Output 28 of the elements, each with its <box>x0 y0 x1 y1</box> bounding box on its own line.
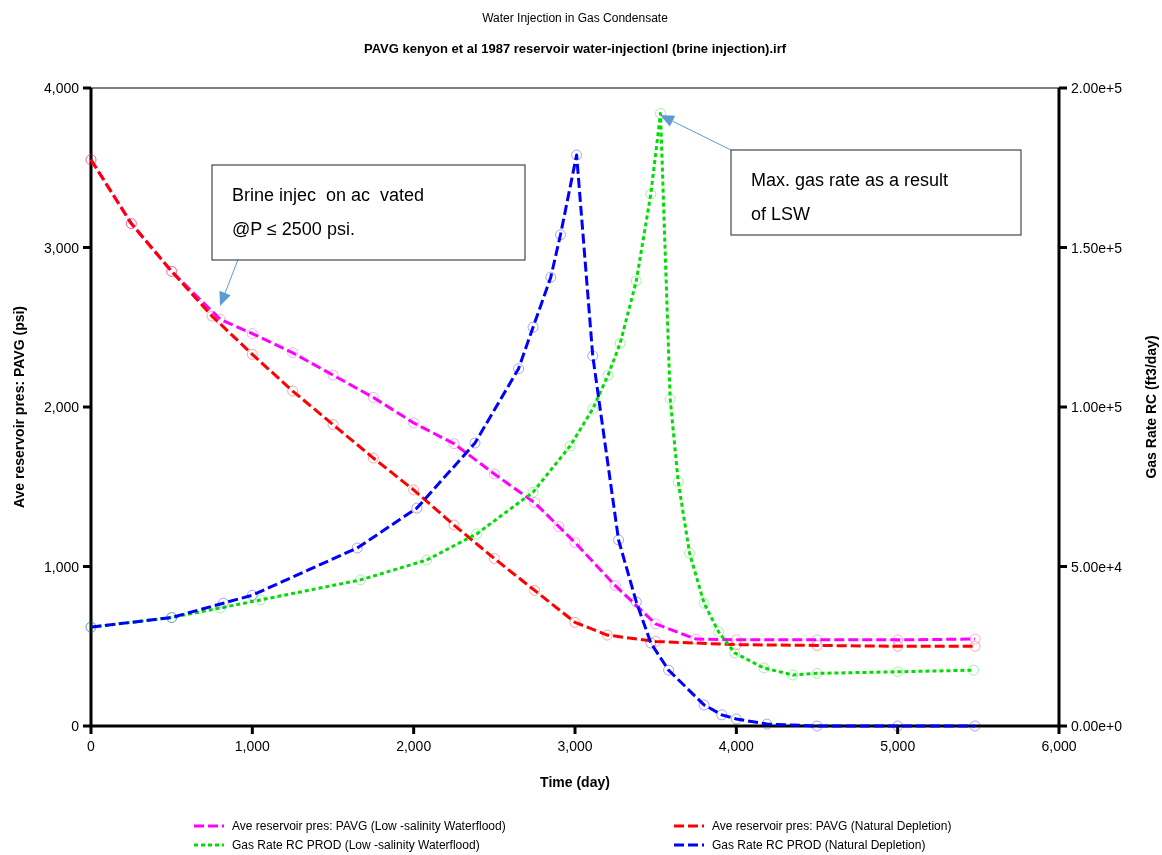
y-tick-label: 0 <box>71 718 80 734</box>
chart-title: Water Injection in Gas Condensate <box>482 11 669 25</box>
y2-tick-label: 2.00e+5 <box>1071 80 1123 96</box>
y-tick-label: 4,000 <box>43 80 80 96</box>
x-tick-label: 2,000 <box>396 738 432 754</box>
y2-tick-label: 1.00e+5 <box>1071 399 1123 415</box>
y2-tick-label: 1.50e+5 <box>1071 239 1123 256</box>
annotation: Brine injec on ac vated @P ≤ 2500 psi. <box>232 185 425 239</box>
x-tick-label: 5,000 <box>880 738 916 754</box>
x-tick-label: 3,000 <box>557 738 593 754</box>
x-axis-title: Time (day) <box>540 774 610 790</box>
x-tick-label: 0 <box>87 738 96 754</box>
y2-axis-title: Gas Rate RC (ft3/day) <box>1143 335 1159 479</box>
x-tick-label: 4,000 <box>718 738 755 754</box>
legend-label: Ave reservoir pres: PAVG (Natural Depletion) <box>712 819 952 833</box>
annotation: Max. gas rate as a result of LSW <box>751 170 949 224</box>
y2-tick-label: 5.00e+4 <box>1071 558 1123 575</box>
y-tick-label: 2,000 <box>43 399 80 415</box>
x-tick-label: 1,000 <box>234 738 271 754</box>
x-tick-label: 6,000 <box>1041 738 1077 754</box>
y-tick-label: 3,000 <box>43 239 80 256</box>
legend-label: Ave reservoir pres: PAVG (Low -salinity Waterflood) <box>232 819 506 833</box>
y-axis-title: Ave reservoir pres: PAVG (psi) <box>11 305 27 509</box>
legend-label: Gas Rate RC PROD (Natural Depletion) <box>712 838 926 852</box>
legend-label: Gas Rate RC PROD (Low -salinity Waterflood) <box>232 838 480 852</box>
y2-tick-label: 0.00e+0 <box>1071 718 1123 734</box>
y-tick-label: 1,000 <box>43 558 80 575</box>
chart-subtitle: PAVG kenyon et al 1987 reservoir water-injectionl (brine injection).irf <box>363 41 787 56</box>
